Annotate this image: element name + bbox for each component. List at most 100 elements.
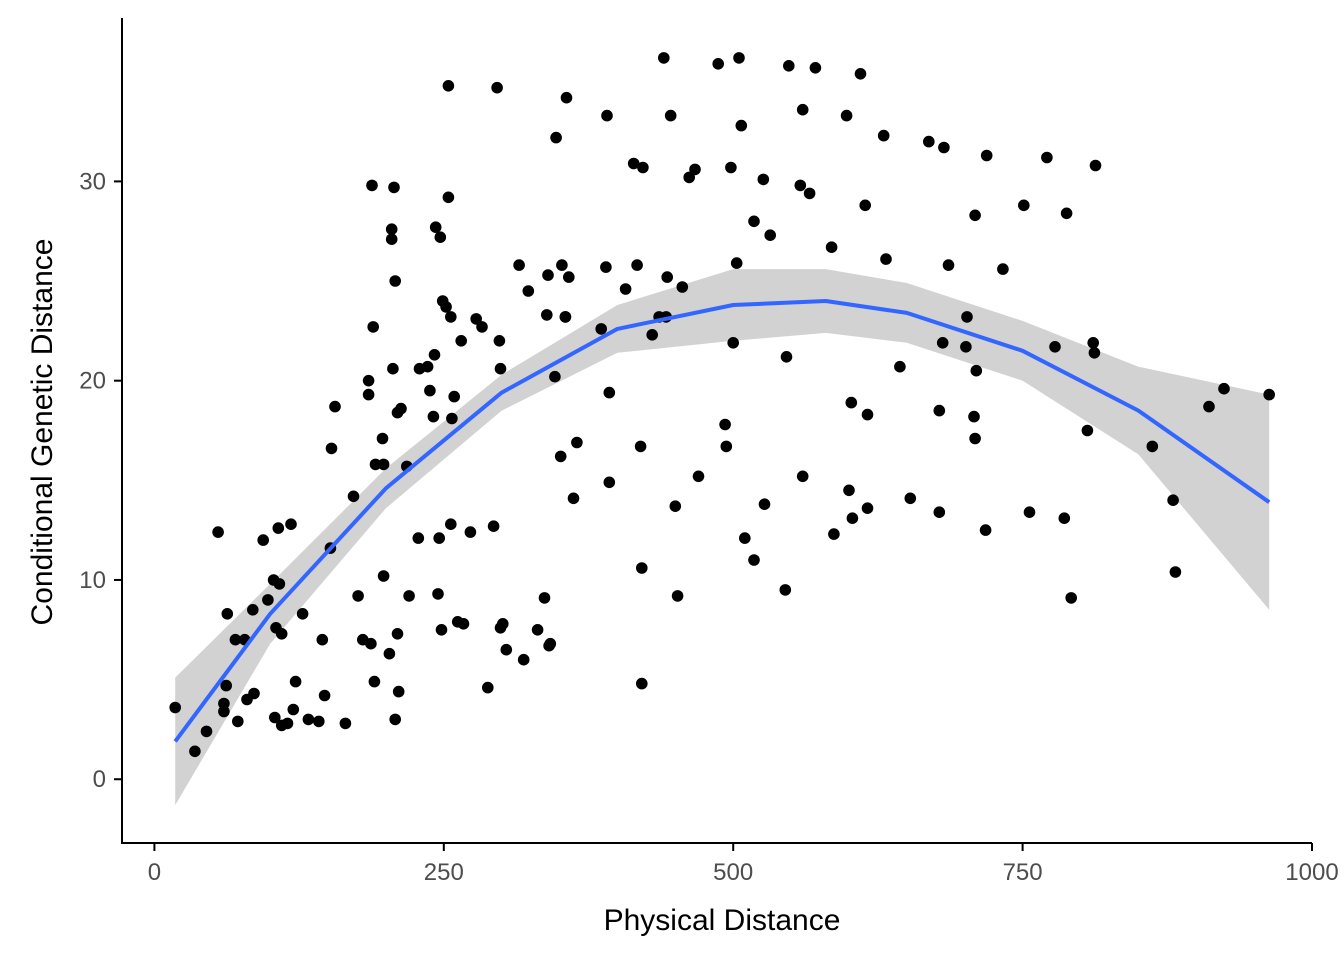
data-point [487,520,500,532]
x-axis-title: Physical Distance [604,904,841,937]
data-point [676,281,689,293]
data-point [500,643,513,656]
data-point [733,52,745,64]
data-point [969,209,981,222]
data-point [683,171,695,184]
data-point [296,608,309,620]
y-tick-label: 30 [79,168,106,195]
data-point [368,675,381,688]
data-point [861,502,874,514]
data-point [434,231,447,243]
data-point [476,321,488,333]
data-point [969,432,981,445]
data-point [631,259,643,271]
data-point [595,323,607,335]
data-point [796,103,809,116]
data-point [542,269,554,281]
data-point [1058,512,1071,524]
data-point [796,470,809,483]
data-point [1065,592,1077,604]
data-point [1081,424,1094,437]
data-point [212,526,224,538]
data-point [366,179,378,192]
data-point [383,647,396,660]
data-point [563,271,575,283]
data-point [362,388,375,401]
data-point [494,362,507,375]
data-point [269,711,281,724]
data-point [933,404,946,417]
data-point [840,109,853,122]
data-point [517,653,530,666]
data-point [464,526,477,538]
data-point [671,590,684,602]
data-point [365,637,377,650]
data-point [960,341,972,353]
data-point [427,410,440,423]
data-point [933,506,946,518]
data-point [764,229,776,241]
data-point [169,701,181,714]
data-point [1218,382,1230,395]
data-point [362,374,375,387]
data-point [218,705,230,718]
data-point [262,594,274,606]
data-point [389,275,402,287]
x-tick-label: 250 [424,859,464,886]
data-point [248,687,260,700]
data-point [809,62,822,74]
data-point [325,442,338,455]
data-point [352,590,364,602]
fit-line [173,299,1271,743]
data-point [455,335,468,347]
data-point [894,360,906,373]
data-point [220,679,232,692]
data-point [541,309,553,321]
x-tick-label: 0 [148,859,161,886]
data-point [1089,159,1102,172]
data-point [189,745,201,758]
data-point [538,592,551,604]
data-point [664,109,677,122]
data-point [843,484,855,497]
data-point [424,384,436,397]
data-point [719,418,731,431]
data-point [482,681,494,694]
data-point [497,618,509,630]
data-point [491,81,503,94]
data-point [391,628,404,640]
data-point [347,490,360,503]
data-point [272,522,285,534]
data-point [433,532,446,544]
data-point [567,492,580,505]
data-point [669,500,682,512]
data-point [229,633,242,646]
y-tick-label: 20 [79,368,106,395]
data-point [712,58,724,70]
data-point [803,187,816,200]
data-point [313,715,325,728]
data-point [257,534,270,546]
data-point [828,528,840,540]
data-point [377,570,390,582]
data-point [720,440,733,453]
data-point [247,604,259,616]
data-point [601,109,613,122]
x-tick-label: 750 [1003,859,1043,886]
data-point [825,241,838,253]
data-point [739,532,751,544]
data-point [923,135,935,148]
data-point [603,386,616,399]
data-point [287,703,300,716]
data-point [385,223,398,235]
y-tick-label: 10 [79,567,106,594]
data-point [445,311,457,323]
data-point [571,436,583,449]
data-point [421,360,434,373]
data-point [457,618,470,630]
data-point [221,608,234,620]
data-point [779,584,792,596]
data-point [554,450,567,463]
data-point [285,518,297,530]
data-point [880,253,892,265]
